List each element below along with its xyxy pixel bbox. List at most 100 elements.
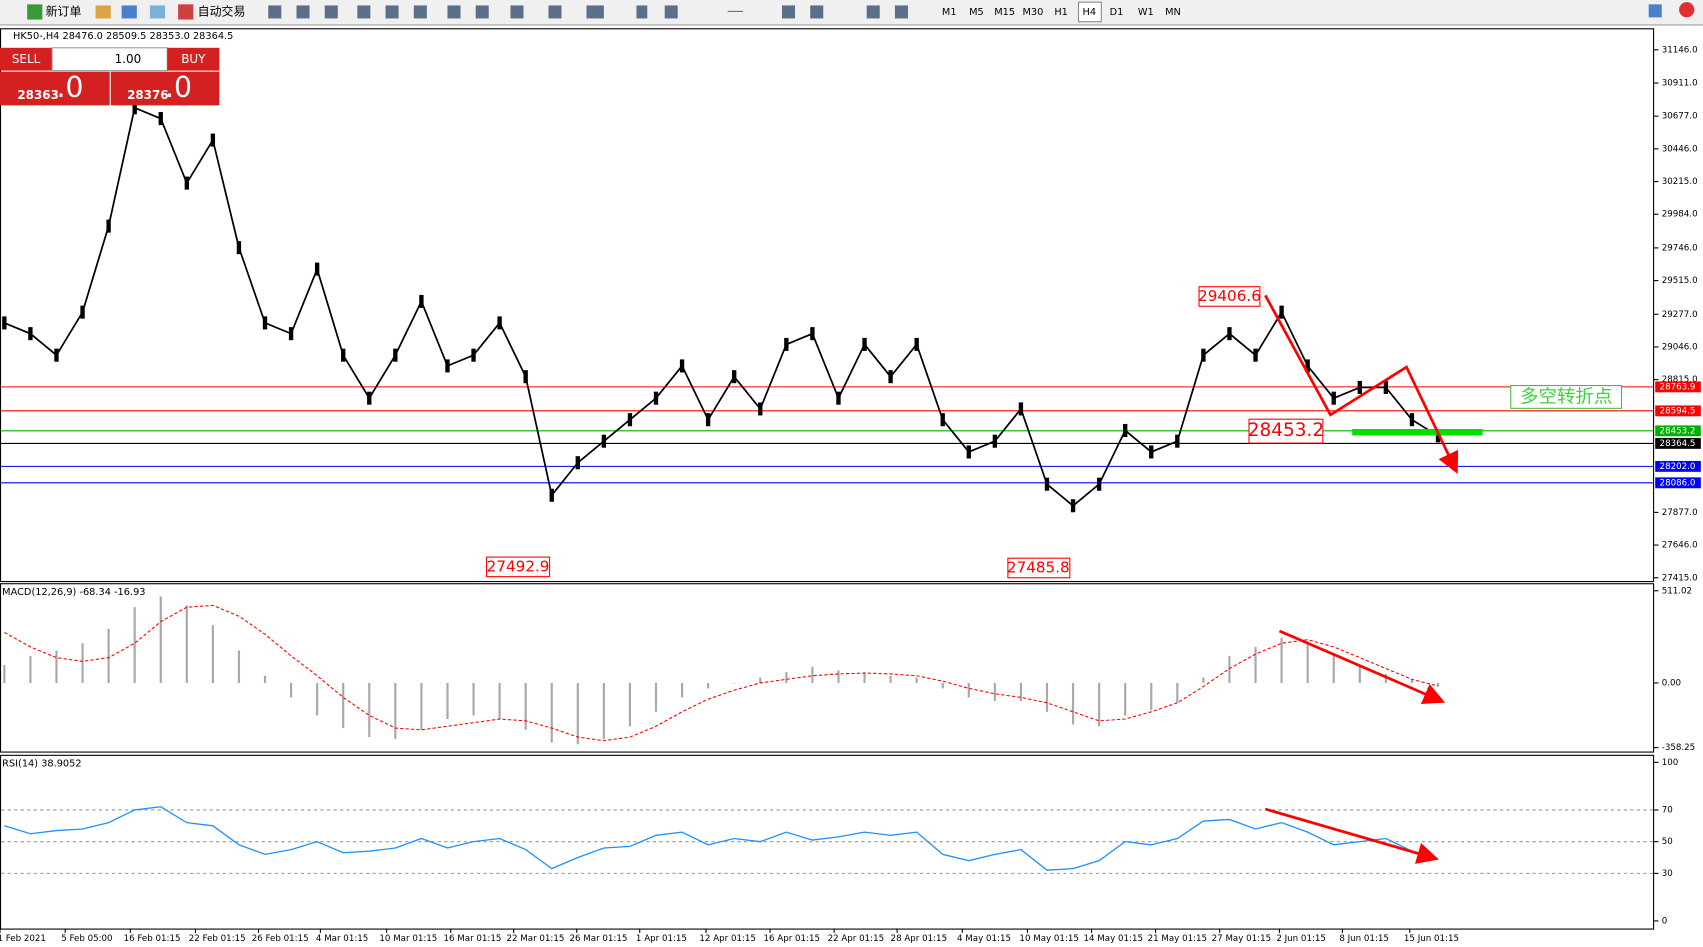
macd-bar bbox=[1045, 682, 1049, 712]
chart-tools bbox=[268, 5, 908, 19]
price-chart: 31146.0 30911.0 30677.0 30446.0 30215.0 29984… bbox=[1, 45, 1701, 583]
tool-icon[interactable] bbox=[664, 5, 678, 19]
ask-price[interactable]: 28376 bbox=[127, 88, 169, 102]
ask-pips[interactable]: .0 bbox=[165, 71, 192, 104]
x-tick-label: 1 Apr 01:15 bbox=[636, 934, 687, 944]
annotation-box bbox=[486, 556, 551, 578]
timeframe-button[interactable]: D1 bbox=[1110, 7, 1124, 18]
y-tick-label: 50 bbox=[1662, 837, 1673, 847]
tool-icon[interactable] bbox=[586, 5, 604, 19]
annotation: 多空转折点 bbox=[1520, 386, 1612, 407]
x-tick-label: 14 May 01:15 bbox=[1084, 934, 1143, 944]
lots-input[interactable] bbox=[51, 47, 168, 72]
x-tick-label: 5 Feb 05:00 bbox=[61, 934, 112, 944]
x-tick-label: 16 Feb 01:15 bbox=[124, 934, 181, 944]
price-bar bbox=[1279, 305, 1284, 319]
tool-icon[interactable] bbox=[475, 5, 489, 19]
macd-bar bbox=[1019, 682, 1023, 702]
price-level-tag bbox=[1655, 425, 1701, 437]
timeframe-button[interactable]: M5 bbox=[969, 7, 984, 18]
x-tick-label: 26 Mar 01:15 bbox=[569, 934, 627, 944]
tool-icon[interactable] bbox=[413, 5, 427, 19]
x-tick-label: 10 Mar 01:15 bbox=[379, 934, 437, 944]
timeframes: M1 M5 M15 M30 H1 H4 D1 W1 MN bbox=[942, 7, 1181, 18]
price-bar bbox=[1383, 380, 1389, 394]
x-tick-label: 22 Apr 01:15 bbox=[828, 934, 885, 944]
trend-arrow bbox=[1264, 294, 1459, 475]
tool-icon[interactable] bbox=[781, 5, 796, 19]
tool-icon[interactable] bbox=[149, 5, 166, 19]
tool-icon[interactable] bbox=[357, 5, 371, 19]
macd-bar bbox=[1332, 654, 1335, 683]
auto-trading-button[interactable]: 自动交易 bbox=[198, 3, 246, 18]
y-tick-label: 29046.0 bbox=[1662, 342, 1698, 352]
tool-icon[interactable] bbox=[510, 5, 524, 19]
macd-bar bbox=[342, 682, 345, 729]
notification-icon[interactable] bbox=[1679, 2, 1695, 18]
tool-icon[interactable] bbox=[727, 10, 743, 12]
timeframe-button[interactable]: MN bbox=[1165, 7, 1181, 18]
new-order-button[interactable]: 新订单 bbox=[46, 3, 82, 18]
price-bar bbox=[1070, 499, 1076, 513]
x-tick-label: 21 May 01:15 bbox=[1148, 934, 1207, 944]
macd-bar bbox=[811, 666, 814, 683]
price-bar bbox=[1409, 413, 1415, 427]
price-bar bbox=[914, 337, 919, 351]
price-bar bbox=[1305, 359, 1310, 373]
macd-bar bbox=[550, 682, 553, 743]
bid-box[interactable] bbox=[0, 71, 110, 106]
price-level-tag bbox=[1655, 460, 1701, 472]
tool-icon[interactable] bbox=[636, 5, 648, 19]
lots-value[interactable]: 1.00 bbox=[115, 52, 142, 66]
macd-bar bbox=[237, 650, 241, 683]
tool-icon[interactable] bbox=[121, 5, 137, 19]
x-tick-label: 16 Mar 01:15 bbox=[443, 934, 501, 944]
macd-bar bbox=[1306, 641, 1309, 683]
sell-button[interactable] bbox=[0, 47, 53, 71]
new-order-icon[interactable] bbox=[27, 4, 43, 20]
price-panel bbox=[0, 28, 1655, 583]
macd-chart: 511.02 0.00 -358.25 bbox=[3, 586, 1695, 753]
x-tick-label: 27 May 01:15 bbox=[1212, 934, 1271, 944]
tool-icon[interactable] bbox=[894, 5, 908, 19]
tool-icon[interactable] bbox=[810, 5, 824, 19]
macd-bar bbox=[1176, 682, 1179, 703]
price-bar bbox=[575, 456, 580, 470]
macd-bar bbox=[368, 682, 371, 738]
annotation-box bbox=[1248, 418, 1324, 444]
y-tick-label: 30677.0 bbox=[1662, 112, 1698, 122]
bid-price[interactable]: 28363 bbox=[17, 88, 59, 102]
tool-icon[interactable] bbox=[268, 5, 282, 19]
annotation: 27485.8 bbox=[1007, 558, 1070, 576]
tool-icon[interactable] bbox=[324, 5, 338, 19]
tool-icon[interactable] bbox=[866, 5, 880, 19]
timeframe-button[interactable]: M15 bbox=[994, 7, 1015, 18]
y-tick-label: -358.25 bbox=[1662, 743, 1695, 753]
macd-bar bbox=[81, 643, 84, 683]
tool-icon[interactable] bbox=[385, 5, 399, 19]
macd-bar bbox=[524, 682, 527, 730]
buy-button[interactable] bbox=[167, 47, 220, 71]
macd-bar bbox=[1254, 646, 1257, 683]
tool-icon[interactable] bbox=[296, 5, 310, 19]
buy-label[interactable]: BUY bbox=[181, 52, 206, 66]
timeframe-button[interactable]: M1 bbox=[942, 7, 957, 18]
tool-icon[interactable] bbox=[548, 5, 562, 19]
timeframe-button[interactable]: H4 bbox=[1083, 7, 1097, 18]
price-bar bbox=[940, 413, 945, 427]
y-tick-label: 31146.0 bbox=[1662, 45, 1698, 55]
sell-label[interactable]: SELL bbox=[12, 52, 41, 66]
price-bar bbox=[627, 413, 633, 427]
ask-box[interactable] bbox=[110, 71, 220, 106]
auto-trading-icon[interactable] bbox=[178, 4, 194, 20]
timeframe-button[interactable]: M30 bbox=[1022, 7, 1043, 18]
search-icon[interactable] bbox=[1648, 4, 1662, 18]
bid-pips[interactable]: .0 bbox=[56, 71, 83, 104]
macd-bar bbox=[576, 682, 579, 745]
tool-icon[interactable] bbox=[447, 5, 461, 19]
price-level-label: 28453.2 bbox=[1660, 426, 1696, 436]
timeframe-button[interactable]: W1 bbox=[1138, 7, 1154, 18]
timeframe-button[interactable]: H1 bbox=[1054, 7, 1068, 18]
tool-icon[interactable] bbox=[95, 5, 111, 19]
